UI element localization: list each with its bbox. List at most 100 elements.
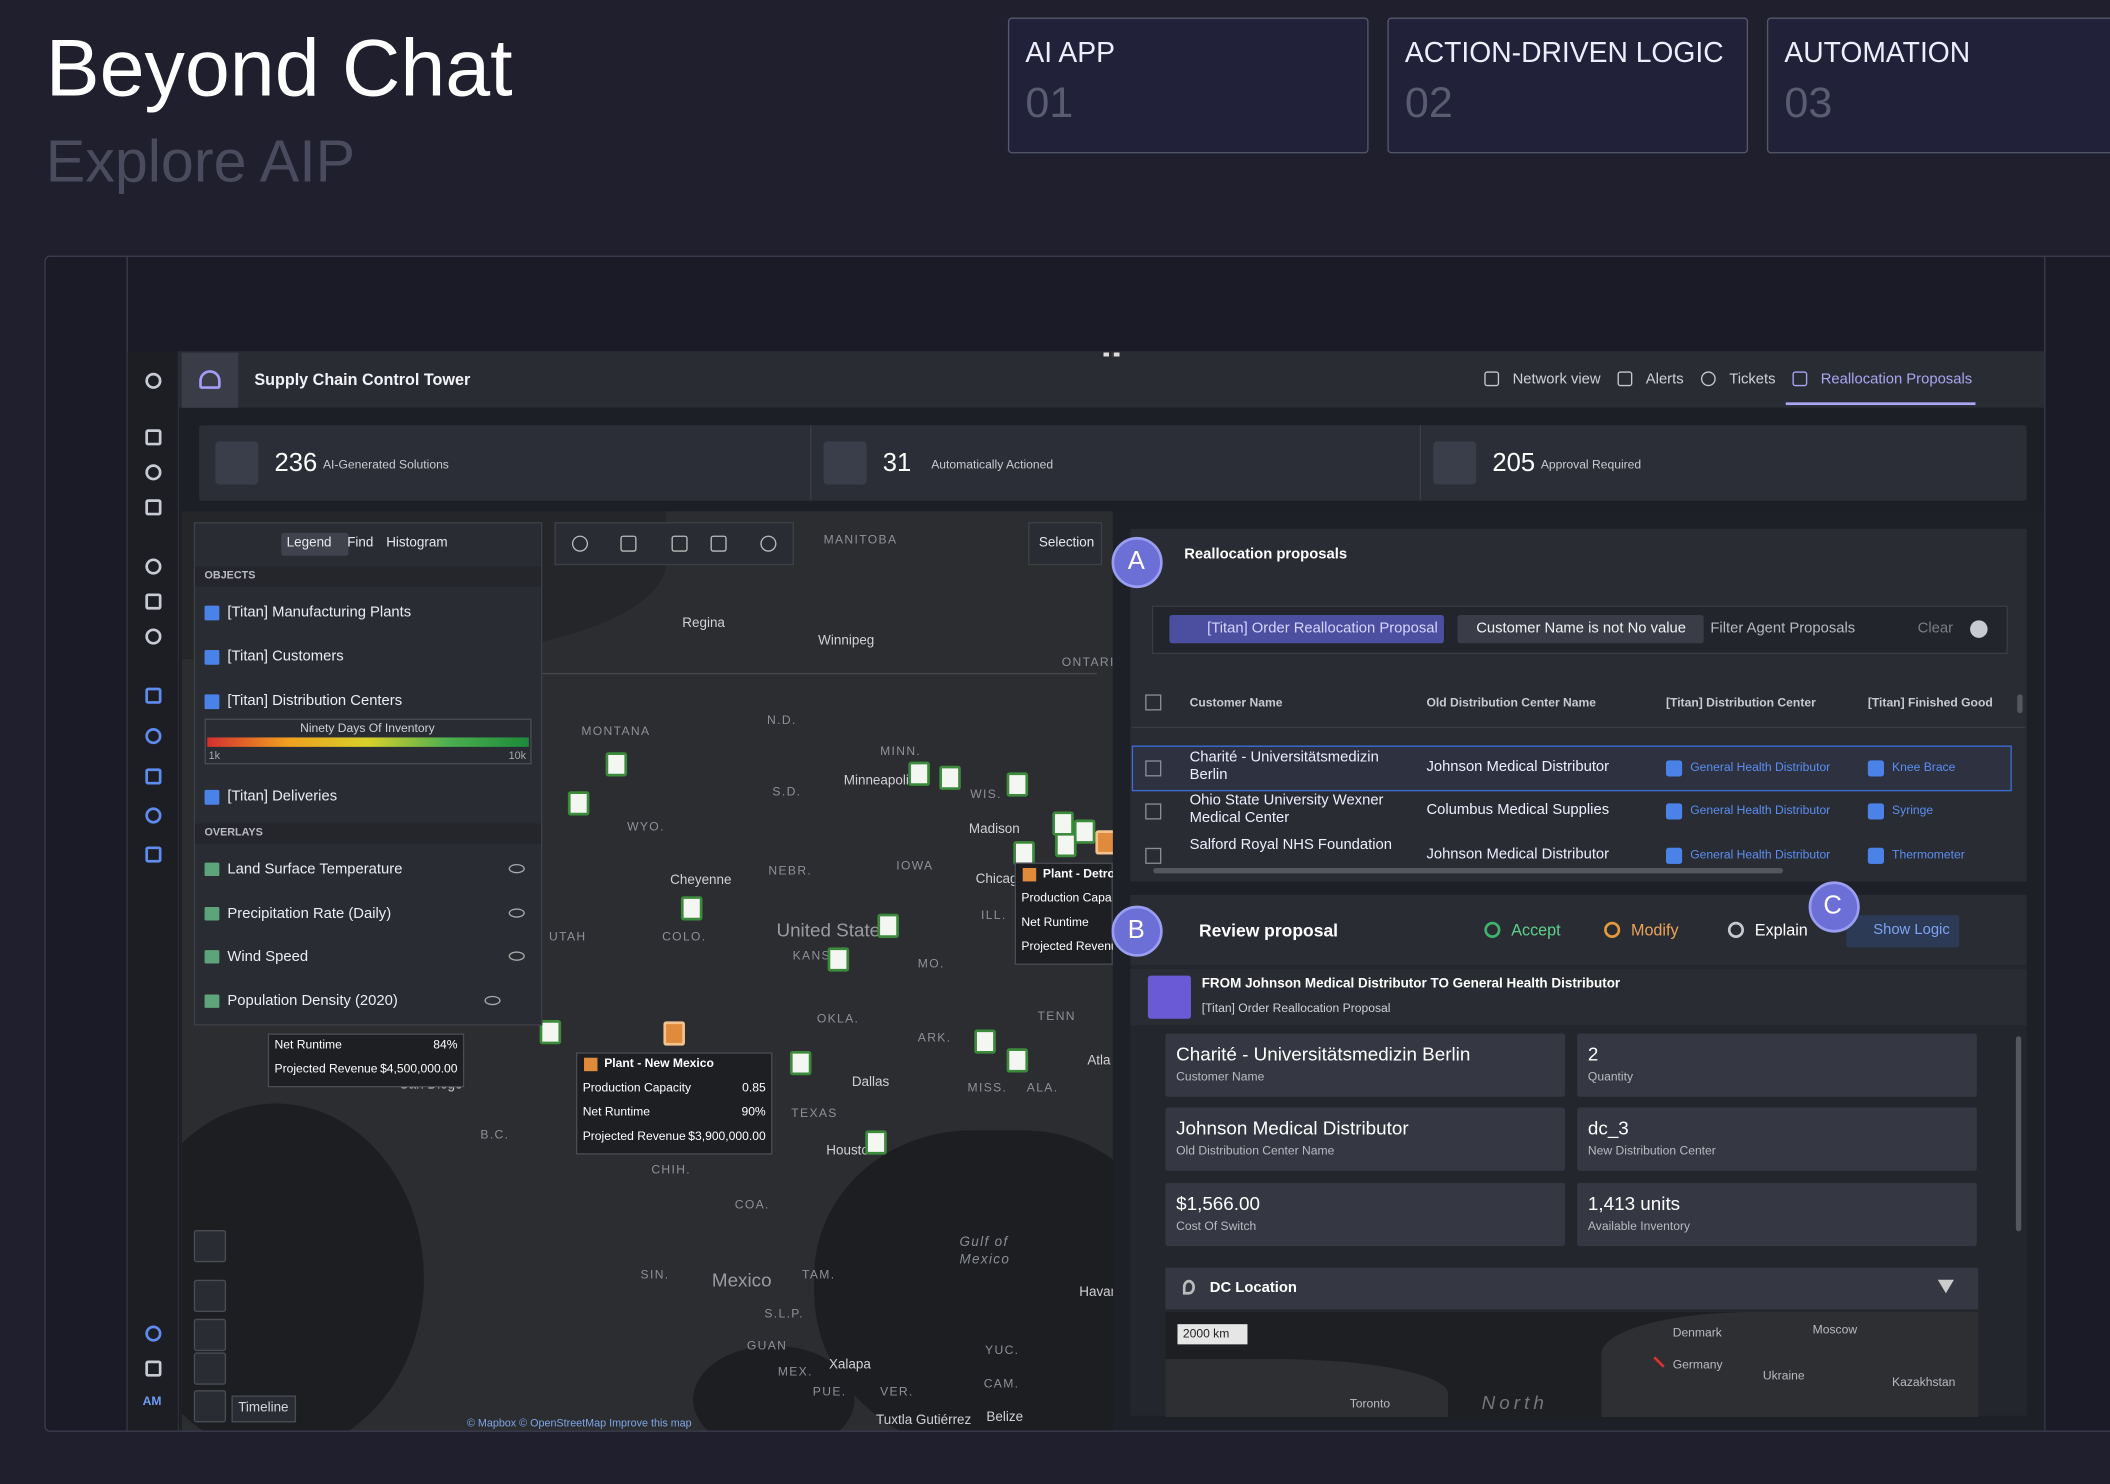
legend-tab[interactable]: Histogram bbox=[386, 535, 448, 551]
map-pin[interactable] bbox=[567, 791, 590, 816]
help-icon[interactable] bbox=[1970, 620, 1988, 638]
timeline-btn[interactable] bbox=[231, 1395, 297, 1423]
map-pin[interactable] bbox=[974, 1029, 996, 1054]
selection-label[interactable]: Selection bbox=[1038, 535, 1095, 551]
overlay-label[interactable]: Wind Speed bbox=[227, 948, 309, 965]
filter-chip-label[interactable]: [Titan] Order Reallocation Proposal bbox=[1207, 620, 1438, 637]
sidebar-icon[interactable] bbox=[145, 728, 162, 745]
link[interactable]: General Health Distributor bbox=[1690, 847, 1831, 862]
overlay-label[interactable]: Population Density (2020) bbox=[227, 993, 398, 1010]
map-pin[interactable] bbox=[1055, 832, 1077, 858]
column-header[interactable]: Customer Name bbox=[1189, 695, 1283, 710]
legend-tab[interactable]: Find bbox=[347, 535, 374, 551]
sidebar-icon[interactable] bbox=[145, 1360, 162, 1377]
filter-chip-label[interactable]: Customer Name is not No value bbox=[1476, 620, 1687, 637]
overlay-label[interactable]: Precipitation Rate (Daily) bbox=[227, 905, 392, 922]
attribution[interactable]: © Mapbox © OpenStreetMap Improve this ma… bbox=[466, 1417, 692, 1430]
selection-btn[interactable] bbox=[1028, 522, 1103, 566]
sidebar bbox=[127, 351, 179, 1431]
show-logic-btn[interactable] bbox=[1846, 915, 1960, 948]
nav-item[interactable]: Tickets bbox=[1729, 371, 1776, 388]
tool[interactable] bbox=[760, 535, 777, 552]
object-label[interactable]: [Titan] Customers bbox=[227, 648, 344, 665]
map-control[interactable] bbox=[193, 1352, 227, 1385]
link[interactable]: Thermometer bbox=[1892, 847, 1965, 862]
tab[interactable] bbox=[1007, 17, 1369, 154]
column-header[interactable]: [Titan] Finished Good bbox=[1867, 695, 1993, 710]
map-pin[interactable] bbox=[865, 1130, 887, 1155]
map-control[interactable] bbox=[193, 1229, 227, 1263]
gradient-min: 1k bbox=[208, 749, 220, 762]
action-btn[interactable]: Accept bbox=[1511, 920, 1561, 940]
legend-tab[interactable]: Legend bbox=[286, 535, 332, 551]
map-control[interactable] bbox=[193, 1279, 227, 1313]
action-icon[interactable] bbox=[1484, 921, 1501, 938]
action-icon[interactable] bbox=[1604, 921, 1621, 938]
overlay-label[interactable]: Land Surface Temperature bbox=[227, 861, 403, 878]
tab[interactable] bbox=[1766, 17, 2110, 154]
map-pin[interactable] bbox=[680, 896, 703, 921]
object-label[interactable]: [Titan] Manufacturing Plants bbox=[227, 604, 412, 621]
map-pin[interactable] bbox=[1006, 772, 1029, 797]
object-label[interactable]: [Titan] Distribution Centers bbox=[227, 693, 403, 710]
link[interactable]: Knee Brace bbox=[1892, 760, 1956, 774]
map-control[interactable] bbox=[193, 1390, 227, 1423]
filter-icon[interactable] bbox=[1937, 1279, 1954, 1294]
user-avatar[interactable]: AM bbox=[142, 1394, 162, 1408]
action-btn[interactable]: Modify bbox=[1630, 920, 1679, 940]
map-pin[interactable] bbox=[877, 913, 899, 938]
map-pin[interactable] bbox=[1006, 1048, 1029, 1073]
sidebar-icon[interactable] bbox=[145, 1325, 162, 1342]
link[interactable]: Syringe bbox=[1892, 803, 1934, 817]
visibility-toggle[interactable] bbox=[508, 863, 525, 874]
map-control[interactable] bbox=[193, 1318, 227, 1352]
map-pin[interactable] bbox=[939, 765, 961, 790]
checkbox[interactable] bbox=[1145, 803, 1162, 820]
filter-chip[interactable] bbox=[1169, 614, 1444, 644]
visibility-toggle[interactable] bbox=[484, 995, 501, 1006]
map-pin[interactable] bbox=[827, 947, 850, 972]
nav-item[interactable]: Reallocation Proposals bbox=[1820, 371, 1973, 388]
show-logic-label[interactable]: Show Logic bbox=[1873, 921, 1950, 938]
checkbox[interactable] bbox=[1145, 847, 1162, 864]
link[interactable]: General Health Distributor bbox=[1690, 803, 1831, 817]
sidebar-icon[interactable] bbox=[145, 687, 162, 704]
visibility-toggle[interactable] bbox=[508, 908, 525, 918]
column-header[interactable]: [Titan] Distribution Center bbox=[1665, 695, 1816, 710]
sidebar-icon[interactable] bbox=[145, 372, 162, 389]
action-btn[interactable]: Explain bbox=[1754, 920, 1808, 940]
map-pin[interactable] bbox=[539, 1020, 562, 1045]
sidebar-icon[interactable] bbox=[145, 768, 162, 785]
nav-item[interactable]: Alerts bbox=[1645, 371, 1684, 388]
tab[interactable] bbox=[1387, 17, 1749, 154]
tool[interactable] bbox=[710, 535, 727, 552]
filter-chip[interactable] bbox=[1457, 614, 1704, 644]
sidebar-icon[interactable] bbox=[145, 628, 162, 645]
sidebar-icon[interactable] bbox=[145, 429, 162, 446]
map-pin[interactable] bbox=[1073, 819, 1096, 844]
map-pin[interactable] bbox=[663, 1021, 685, 1046]
action-icon[interactable] bbox=[1727, 921, 1745, 938]
map-pin[interactable] bbox=[789, 1050, 812, 1076]
sidebar-icon[interactable] bbox=[145, 464, 162, 481]
sidebar-icon[interactable] bbox=[145, 499, 162, 516]
checkbox[interactable] bbox=[1145, 694, 1162, 711]
link[interactable]: General Health Distributor bbox=[1690, 760, 1831, 774]
sidebar-icon[interactable] bbox=[145, 593, 162, 610]
tool[interactable] bbox=[671, 535, 688, 552]
sidebar-icon[interactable] bbox=[145, 846, 162, 863]
column-header[interactable]: Old Distribution Center Name bbox=[1426, 695, 1597, 710]
timeline-label[interactable]: Timeline bbox=[238, 1400, 289, 1416]
filter-input[interactable]: Filter Agent Proposals bbox=[1710, 620, 1856, 637]
checkbox[interactable] bbox=[1145, 760, 1162, 777]
map-pin[interactable] bbox=[605, 752, 628, 777]
sidebar-icon[interactable] bbox=[145, 807, 162, 824]
object-label[interactable]: [Titan] Deliveries bbox=[227, 788, 338, 805]
visibility-toggle[interactable] bbox=[508, 951, 525, 961]
clear-btn[interactable]: Clear bbox=[1917, 620, 1954, 637]
tool[interactable] bbox=[571, 535, 589, 552]
nav-item[interactable]: Network view bbox=[1512, 371, 1601, 388]
map-pin[interactable] bbox=[908, 761, 930, 786]
sidebar-icon[interactable] bbox=[145, 558, 162, 575]
tool[interactable] bbox=[620, 535, 637, 552]
